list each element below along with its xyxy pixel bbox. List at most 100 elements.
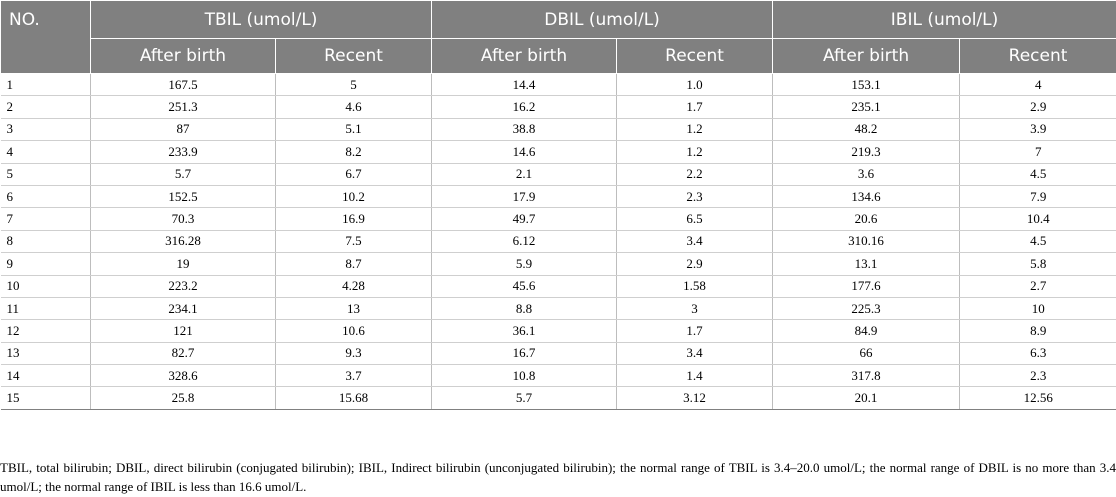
cell-no: 7 [0,207,91,231]
cell-no: 13 [0,342,91,366]
cell-no: 14 [0,364,91,388]
cell-tbil-recent: 6.7 [275,163,433,186]
cell-ibil-after-birth: 177.6 [772,275,961,298]
cell-dbil-recent: 2.3 [616,185,774,209]
header-tbil-after-birth: After birth [90,38,276,74]
header-tbil-recent: Recent [274,38,433,74]
table-row: 9 19 8.7 5.9 2.9 13.1 5.8 [0,252,1116,276]
cell-dbil-recent: 2.9 [616,252,774,276]
cell-tbil-recent: 5.1 [275,118,433,142]
cell-dbil-recent: 1.7 [616,319,774,343]
header-ibil: IBIL (umol/L) [772,0,1116,39]
table-row: 11 234.1 13 8.8 3 225.3 10 [0,297,1116,321]
cell-no: 15 [0,386,91,410]
table-row: 7 70.3 16.9 49.7 6.5 20.6 10.4 [0,207,1116,231]
cell-ibil-after-birth: 48.2 [772,118,961,142]
cell-ibil-recent: 2.9 [959,95,1116,119]
table-row: 3 87 5.1 38.8 1.2 48.2 3.9 [0,118,1116,142]
cell-ibil-after-birth: 317.8 [772,364,961,388]
cell-ibil-recent: 4.5 [959,163,1116,186]
cell-tbil-recent: 3.7 [275,364,433,388]
cell-tbil-recent: 16.9 [275,207,433,231]
table-row: 4 233.9 8.2 14.6 1.2 219.3 7 [0,140,1116,164]
cell-no: 8 [0,230,91,254]
cell-tbil-after-birth: 233.9 [90,140,276,164]
cell-tbil-after-birth: 82.7 [90,342,276,366]
cell-ibil-after-birth: 13.1 [772,252,961,276]
header-dbil-after-birth: After birth [431,38,618,74]
cell-tbil-after-birth: 167.5 [90,73,276,97]
cell-ibil-recent: 7.9 [959,185,1116,209]
cell-tbil-recent: 4.28 [275,275,433,298]
cell-no: 11 [0,297,91,321]
cell-tbil-after-birth: 251.3 [90,95,276,119]
cell-tbil-after-birth: 223.2 [90,275,276,298]
cell-ibil-after-birth: 3.6 [772,163,961,186]
cell-dbil-recent: 1.7 [616,95,774,119]
cell-ibil-recent: 3.9 [959,118,1116,142]
cell-dbil-after-birth: 5.9 [431,252,618,276]
cell-dbil-recent: 1.2 [616,118,774,142]
cell-no: 5 [0,163,91,186]
cell-dbil-recent: 6.5 [616,207,774,231]
cell-no: 10 [0,275,91,298]
table-row: 2 251.3 4.6 16.2 1.7 235.1 2.9 [0,95,1116,119]
cell-dbil-after-birth: 8.8 [431,297,618,321]
table-row: 6 152.5 10.2 17.9 2.3 134.6 7.9 [0,185,1116,209]
cell-tbil-after-birth: 152.5 [90,185,276,209]
bilirubin-table: NO. TBIL (umol/L) DBIL (umol/L) IBIL (um… [0,0,1116,410]
cell-dbil-after-birth: 10.8 [431,364,618,388]
cell-ibil-recent: 8.9 [959,319,1116,343]
cell-tbil-after-birth: 316.28 [90,230,276,254]
cell-dbil-after-birth: 2.1 [431,163,618,186]
cell-ibil-after-birth: 225.3 [772,297,961,321]
cell-no: 1 [0,73,91,97]
cell-dbil-recent: 1.2 [616,140,774,164]
cell-tbil-after-birth: 328.6 [90,364,276,388]
cell-ibil-after-birth: 20.6 [772,207,961,231]
cell-dbil-after-birth: 14.6 [431,140,618,164]
cell-ibil-after-birth: 310.16 [772,230,961,254]
cell-tbil-after-birth: 5.7 [90,163,276,186]
cell-tbil-recent: 9.3 [275,342,433,366]
cell-no: 6 [0,185,91,209]
cell-ibil-recent: 6.3 [959,342,1116,366]
table-row: 14 328.6 3.7 10.8 1.4 317.8 2.3 [0,364,1116,388]
table-row: 15 25.8 15.68 5.7 3.12 20.1 12.56 [0,386,1116,410]
cell-ibil-after-birth: 84.9 [772,319,961,343]
cell-tbil-after-birth: 25.8 [90,386,276,410]
cell-ibil-recent: 7 [959,140,1116,164]
cell-ibil-recent: 4 [959,73,1116,97]
header-row-groups: NO. TBIL (umol/L) DBIL (umol/L) IBIL (um… [0,0,1116,74]
cell-ibil-after-birth: 20.1 [772,386,961,410]
cell-tbil-recent: 10.2 [275,185,433,209]
cell-dbil-after-birth: 38.8 [431,118,618,142]
cell-no: 9 [0,252,91,276]
cell-tbil-recent: 4.6 [275,95,433,119]
header-ibil-recent: Recent [959,38,1116,74]
cell-ibil-recent: 12.56 [959,386,1116,410]
header-row-sub: After birth Recent After birth Recent Af… [1,38,1116,74]
cell-tbil-after-birth: 234.1 [90,297,276,321]
cell-ibil-after-birth: 153.1 [772,73,961,97]
cell-no: 2 [0,95,91,119]
cell-dbil-recent: 3.12 [616,386,774,410]
table-row: 10 223.2 4.28 45.6 1.58 177.6 2.7 [0,275,1116,298]
table-header: NO. TBIL (umol/L) DBIL (umol/L) IBIL (um… [0,0,1116,74]
cell-dbil-after-birth: 16.7 [431,342,618,366]
cell-dbil-recent: 1.4 [616,364,774,388]
cell-dbil-recent: 1.0 [616,73,774,97]
cell-ibil-after-birth: 235.1 [772,95,961,119]
table-row: 13 82.7 9.3 16.7 3.4 66 6.3 [0,342,1116,366]
cell-tbil-recent: 5 [275,73,433,97]
cell-tbil-after-birth: 19 [90,252,276,276]
cell-dbil-recent: 3.4 [616,342,774,366]
cell-dbil-recent: 3.4 [616,230,774,254]
table-row: 1 167.5 5 14.4 1.0 153.1 4 [0,73,1116,97]
cell-ibil-recent: 10.4 [959,207,1116,231]
cell-ibil-after-birth: 134.6 [772,185,961,209]
cell-tbil-recent: 7.5 [275,230,433,254]
cell-ibil-recent: 5.8 [959,252,1116,276]
cell-dbil-after-birth: 5.7 [431,386,618,410]
cell-tbil-recent: 8.7 [275,252,433,276]
